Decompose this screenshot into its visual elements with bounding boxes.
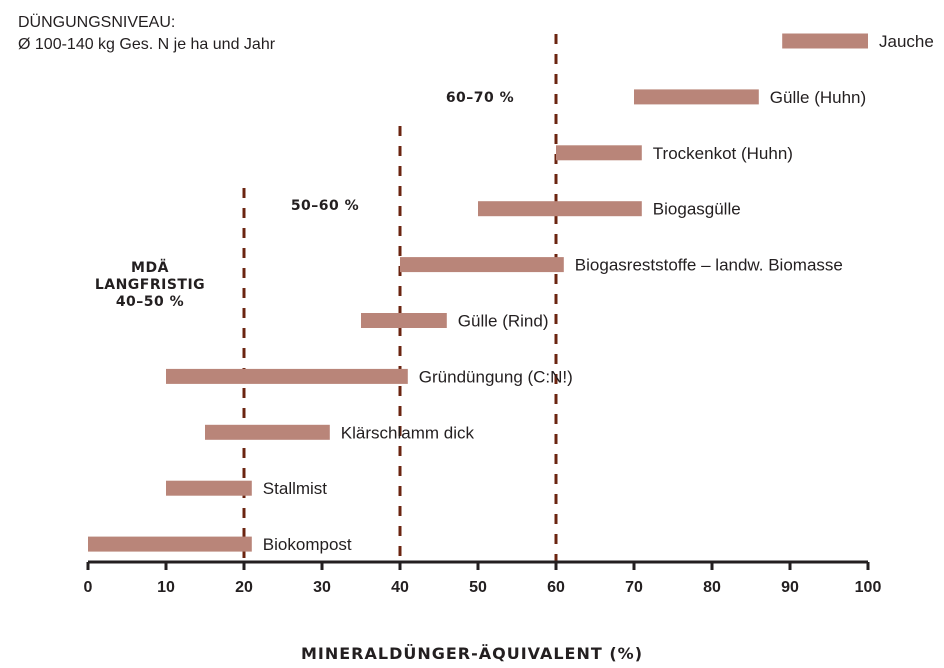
bar-label: Biogasgülle <box>653 200 741 219</box>
zone-label-line: 50–60 % <box>290 198 360 214</box>
x-tick-label: 80 <box>703 579 721 596</box>
zone-label-line: 40–50 % <box>115 294 185 310</box>
bar-label: Stallmist <box>263 479 328 498</box>
x-tick-label: 70 <box>625 579 643 596</box>
fertilization-level-heading: DÜNGUNGSNIVEAU: <box>18 14 176 31</box>
fertilization-level-range: Ø 100-140 kg Ges. N je ha und Jahr <box>18 36 276 53</box>
bars-group: Jauche Gülle (Huhn) Trockenkot (Huhn) Bioga… <box>88 32 934 554</box>
x-tick-label: 10 <box>157 579 175 596</box>
bar-1 <box>634 89 759 105</box>
bar-label: Biokompost <box>263 535 352 554</box>
bar-0 <box>782 33 868 49</box>
x-tick-label: 50 <box>469 579 487 596</box>
x-tick-label: 20 <box>235 579 253 596</box>
bar-7 <box>205 424 330 440</box>
zone-label-line: MDÄ <box>131 260 169 276</box>
bar-label: Trockenkot (Huhn) <box>653 144 793 163</box>
x-tick-label: 90 <box>781 579 799 596</box>
x-axis-title: MINERALDÜNGER-ÄQUIVALENT (%) <box>300 644 644 663</box>
x-tick-label: 100 <box>855 579 882 596</box>
zone-label-long-term: MDÄ LANGFRISTIG 40–50 % <box>75 260 225 311</box>
zone-label-line: 60–70 % <box>445 90 515 106</box>
bar-label: Gülle (Rind) <box>458 312 549 331</box>
bar-2 <box>556 145 642 161</box>
bar-9 <box>88 536 252 552</box>
x-tick-label: 0 <box>84 579 93 596</box>
bar-label: Jauche <box>879 32 934 51</box>
bar-label: Gülle (Huhn) <box>770 88 866 107</box>
bar-label: Klärschlamm dick <box>341 423 475 442</box>
zone-label-line: LANGFRISTIG <box>94 277 206 293</box>
x-tick-label: 30 <box>313 579 331 596</box>
bar-5 <box>361 313 447 328</box>
chart-header: DÜNGUNGSNIVEAU: Ø 100-140 kg Ges. N je h… <box>18 12 275 56</box>
bar-4 <box>400 257 564 273</box>
bar-3 <box>478 201 642 217</box>
bar-8 <box>166 480 252 496</box>
bar-6 <box>166 368 408 384</box>
x-axis: 0 10 20 30 40 50 60 70 80 90 100 <box>84 560 882 596</box>
zone-label-50-60: 50–60 % <box>270 198 380 215</box>
x-tick-label: 40 <box>391 579 409 596</box>
bar-label: Gründüngung (C:N!) <box>419 367 573 386</box>
x-tick-label: 60 <box>547 579 565 596</box>
zone-label-60-70: 60–70 % <box>425 90 535 107</box>
bar-label: Biogasreststoffe – landw. Biomasse <box>575 256 843 275</box>
